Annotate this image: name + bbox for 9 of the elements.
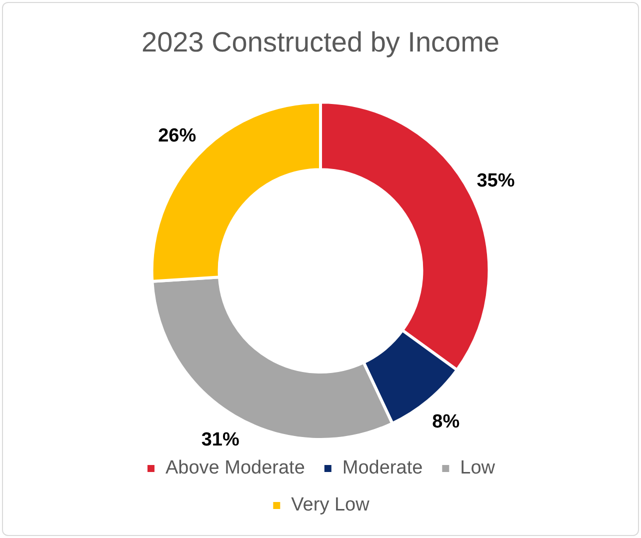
data-label: 31% — [201, 429, 240, 450]
legend-label: Low — [460, 458, 496, 479]
legend-label: Above Moderate — [165, 458, 305, 479]
data-label: 35% — [476, 170, 515, 192]
legend-label: Moderate — [342, 458, 423, 479]
data-label: 26% — [158, 125, 196, 146]
legend-label: Very Low — [291, 494, 370, 516]
chart-title: 2023 Constructed by Income — [142, 26, 500, 58]
data-label: 8% — [432, 412, 460, 433]
